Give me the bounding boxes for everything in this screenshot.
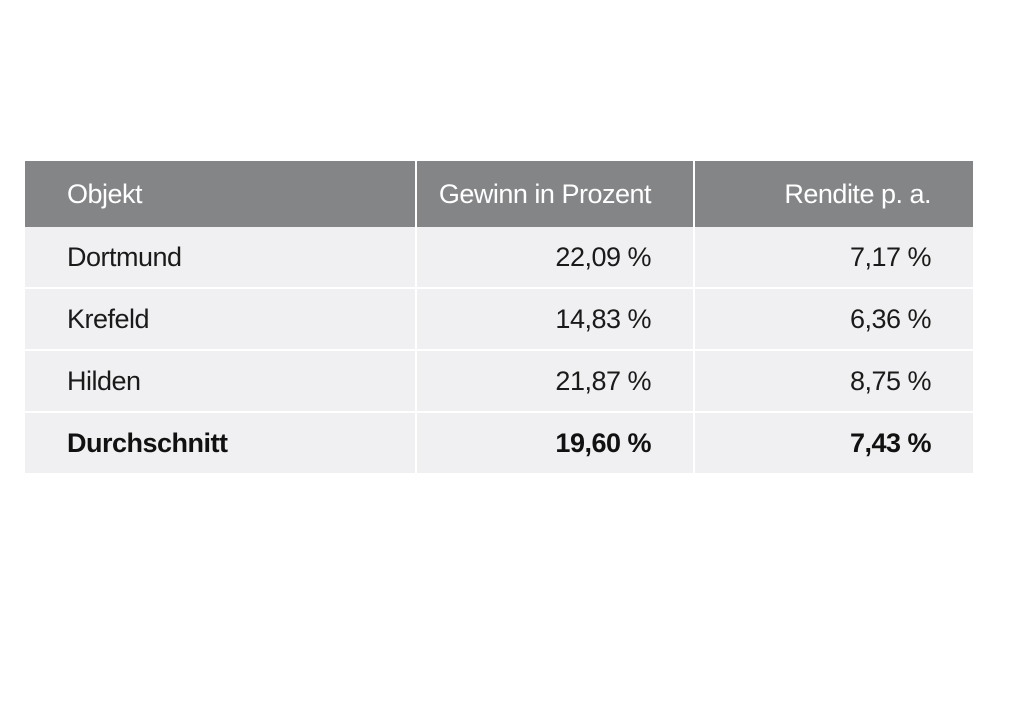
row-objekt-cell: Hilden [25,349,416,412]
results-table-container: Objekt Gewinn in Prozent Rendite p. a. D… [25,161,973,473]
total-rendite-cell: 7,43 % [693,411,973,473]
column-header-rendite: Rendite p. a. [693,161,973,227]
column-header-gewinn: Gewinn in Prozent [415,161,694,227]
table-row: Dortmund 22,09 % 7,17 % [25,227,973,288]
table-row: Hilden 21,87 % 8,75 % [25,349,973,412]
row-gewinn-cell: 14,83 % [415,287,694,350]
row-objekt-cell: Krefeld [25,287,416,350]
table-header-row: Objekt Gewinn in Prozent Rendite p. a. [25,161,973,227]
table-row: Krefeld 14,83 % 6,36 % [25,287,973,350]
row-rendite-cell: 7,17 % [693,227,973,288]
row-rendite-cell: 6,36 % [693,287,973,350]
table-total-row: Durchschnitt 19,60 % 7,43 % [25,411,973,473]
total-gewinn-cell: 19,60 % [415,411,694,473]
row-rendite-cell: 8,75 % [693,349,973,412]
results-table: Objekt Gewinn in Prozent Rendite p. a. D… [25,161,973,473]
row-objekt-cell: Dortmund [25,227,416,288]
total-label-cell: Durchschnitt [25,411,416,473]
row-gewinn-cell: 21,87 % [415,349,694,412]
row-gewinn-cell: 22,09 % [415,227,694,288]
column-header-objekt: Objekt [25,161,416,227]
